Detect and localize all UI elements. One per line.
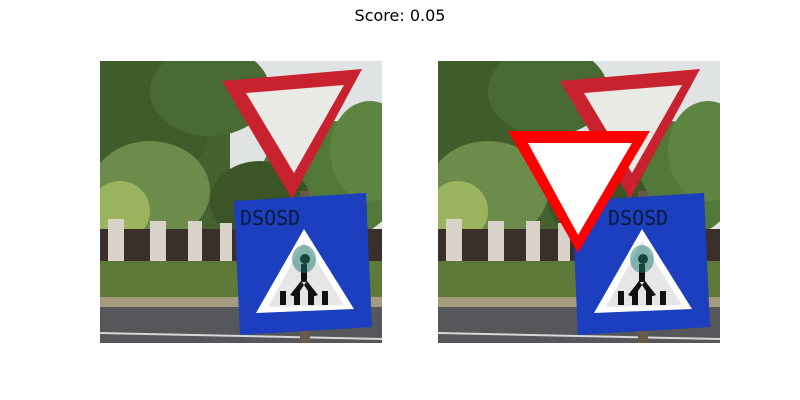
pedestrian-crossing-sign: DSOSD [234,193,372,335]
graffiti-text: DSOSD [240,206,300,230]
overlay-photo: DSOSD [438,61,720,343]
pedestrian-crossing-sign: DSOSD [572,193,710,335]
original-photo: DSOSD [100,61,382,343]
overlay-image-panel: DSOSD [438,61,720,343]
original-image-panel: DSOSD [100,61,382,343]
score-title: Score: 0.05 [354,6,446,25]
graffiti-text: DSOSD [608,206,668,230]
yield-sign [222,69,362,199]
overlay-triangle [508,131,650,253]
